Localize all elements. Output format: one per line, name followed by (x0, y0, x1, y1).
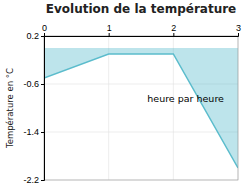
tick-mark (41, 180, 44, 181)
tick-mark (173, 33, 174, 36)
tick-label: -2.2 (23, 175, 39, 185)
tick-label: 2 (171, 23, 176, 33)
tick: 3 (236, 23, 241, 36)
grid-line (108, 36, 109, 180)
tick-label: 0.2 (26, 31, 39, 41)
grid-line (44, 132, 238, 133)
tick: -2.2 (23, 175, 44, 185)
annotation: heure par heure (147, 93, 224, 104)
grid (44, 36, 238, 180)
plot: 0 1 2 3 0.2 -0.6 -1.4 -2.2 (23, 23, 241, 185)
tick: -1.4 (23, 127, 44, 137)
y-axis-label: Température en °C (5, 68, 15, 149)
axis-line (41, 37, 45, 181)
axis-line (45, 33, 239, 37)
marks (44, 48, 238, 168)
tick-mark (44, 33, 45, 36)
x-axis: 0 1 2 3 (42, 23, 241, 37)
title: Evolution de la température (46, 2, 237, 16)
tick: 2 (171, 23, 176, 36)
tick-mark (41, 36, 44, 37)
frame (44, 36, 238, 180)
tick-mark (238, 33, 239, 36)
tick-label: -0.6 (23, 79, 39, 89)
grid-line (173, 36, 174, 180)
chart: 0 1 2 3 0.2 -0.6 -1.4 -2.2 Evolution de la tempé… (0, 0, 250, 188)
tick-label: 3 (236, 23, 241, 33)
tick: 0.2 (26, 31, 44, 41)
tick-mark (41, 132, 44, 133)
tick: 0 (42, 23, 47, 36)
tick-label: 1 (107, 23, 112, 33)
tick: -0.6 (23, 79, 44, 89)
tick-label: 0 (42, 23, 47, 33)
tick-mark (109, 33, 110, 36)
tick: 1 (107, 23, 112, 36)
y-axis: 0.2 -0.6 -1.4 -2.2 (23, 31, 44, 185)
area (44, 48, 238, 168)
tick-label: -1.4 (23, 127, 39, 137)
line (44, 54, 238, 168)
tick-mark (41, 84, 44, 85)
